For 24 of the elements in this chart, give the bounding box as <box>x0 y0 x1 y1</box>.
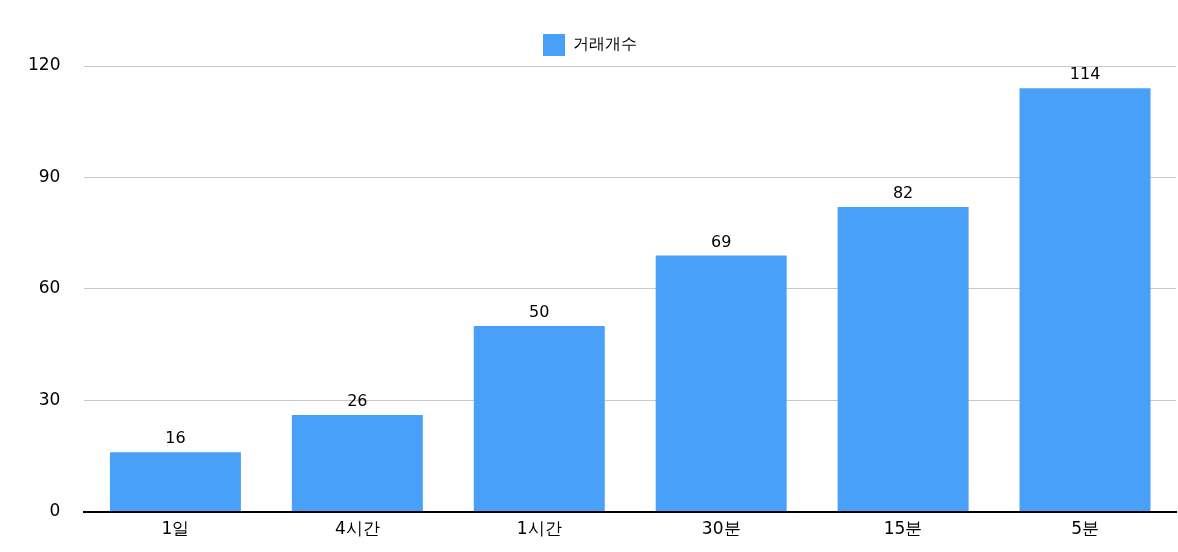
bar <box>837 207 969 512</box>
bar <box>291 415 423 512</box>
bar <box>655 255 787 512</box>
x-tick-label: 15분 <box>883 518 923 539</box>
legend-label: 거래개수 <box>573 34 637 54</box>
y-tick-label: 0 <box>49 500 61 521</box>
x-tick-label: 1일 <box>161 518 190 539</box>
y-tick-label: 30 <box>38 388 61 409</box>
x-tick-label: 5분 <box>1071 518 1099 539</box>
y-tick-label: 90 <box>38 165 61 186</box>
data-label: 50 <box>529 302 550 322</box>
data-label: 26 <box>347 391 368 411</box>
y-tick-label: 120 <box>27 54 61 75</box>
data-label: 82 <box>892 183 914 203</box>
x-tick-label: 30분 <box>701 518 741 539</box>
data-label: 69 <box>711 231 732 251</box>
x-tick-label: 1시간 <box>516 518 562 539</box>
bar <box>473 325 605 512</box>
data-label: 114 <box>1069 64 1101 84</box>
bar <box>109 452 241 512</box>
bar <box>1019 88 1151 512</box>
data-label: 16 <box>165 428 186 448</box>
x-tick-label: 4시간 <box>334 518 380 539</box>
y-tick-label: 60 <box>38 277 61 298</box>
